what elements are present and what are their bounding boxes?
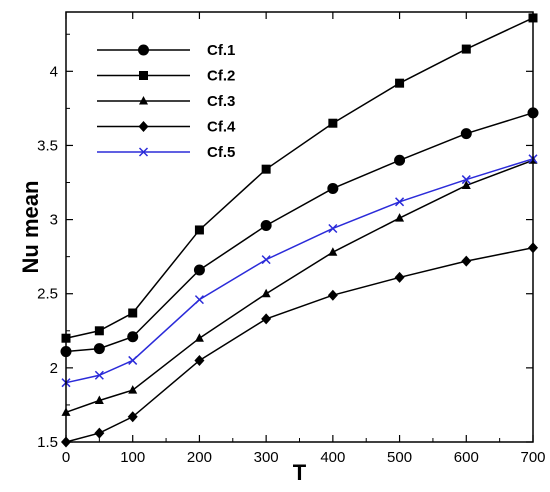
data-point	[128, 385, 138, 394]
x-tick-label: 400	[320, 449, 345, 466]
legend-entry: Cf.3	[97, 93, 235, 110]
y-axis-ticks: 1.5 2 2.5 3 3.5 4	[37, 33, 533, 451]
data-point	[460, 128, 472, 140]
data-point	[261, 255, 271, 265]
data-point	[461, 175, 471, 185]
data-point	[194, 225, 204, 235]
data-point	[194, 333, 204, 342]
plot-area-frame	[65, 11, 534, 443]
series-line	[65, 159, 534, 414]
legend-label: Cf.5	[207, 144, 235, 161]
legend-label: Cf.1	[207, 42, 235, 59]
data-point	[138, 147, 149, 157]
data-point	[138, 121, 149, 132]
series-line	[65, 17, 534, 339]
data-point	[127, 411, 138, 423]
data-point	[327, 289, 338, 301]
x-tick-label: 600	[454, 449, 479, 466]
data-point	[128, 355, 138, 365]
y-axis-title: Nu mean	[18, 181, 43, 274]
data-point	[127, 331, 139, 343]
legend-entry: Cf.2	[97, 68, 235, 85]
series-line	[65, 158, 534, 384]
data-point	[139, 71, 148, 80]
legend-entry: Cf.5	[97, 144, 235, 161]
data-point	[395, 197, 405, 207]
data-point	[394, 154, 406, 166]
data-point	[395, 78, 405, 88]
legend-entry: Cf.4	[97, 119, 236, 136]
data-point	[94, 395, 104, 404]
series-line	[65, 247, 534, 443]
x-tick-label: 100	[120, 449, 145, 466]
x-tick-label: 200	[187, 449, 212, 466]
series-cf2	[61, 13, 538, 343]
x-tick-label: 300	[254, 449, 279, 466]
series-cf5	[61, 154, 538, 388]
data-point	[261, 288, 271, 298]
series-layer	[60, 13, 539, 448]
data-point	[327, 182, 339, 194]
data-point	[139, 96, 148, 105]
data-point	[128, 308, 138, 318]
data-point	[261, 313, 272, 325]
data-point	[394, 271, 405, 283]
legend: Cf.1 Cf.2 Cf.3 Cf.4 Cf.5	[97, 42, 236, 161]
data-point	[261, 164, 271, 174]
legend-label: Cf.2	[207, 68, 235, 85]
data-point	[194, 354, 205, 366]
data-point	[93, 343, 105, 355]
x-axis-ticks: 0 100 200 300 400 500 600 700	[62, 12, 546, 466]
data-point	[461, 44, 471, 54]
y-tick-label: 2	[50, 360, 58, 377]
legend-label: Cf.4	[207, 119, 236, 136]
legend-label: Cf.3	[207, 93, 235, 110]
y-tick-label: 4	[50, 63, 58, 80]
y-tick-label: 2.5	[37, 286, 58, 303]
data-point	[461, 180, 471, 189]
data-point	[328, 247, 338, 256]
data-point	[328, 118, 338, 128]
data-point	[461, 255, 472, 267]
data-point	[395, 213, 405, 222]
x-tick-label: 500	[387, 449, 412, 466]
data-point	[138, 44, 149, 56]
data-point	[194, 295, 204, 305]
data-point	[94, 427, 105, 439]
data-point	[260, 220, 272, 232]
series-cf3	[61, 155, 538, 416]
data-point	[328, 223, 338, 234]
x-tick-label: 0	[62, 449, 70, 466]
y-tick-label: 3	[50, 212, 58, 229]
data-point	[94, 326, 104, 336]
data-point	[193, 264, 205, 276]
x-axis-title: T	[293, 460, 307, 485]
y-tick-label: 3.5	[37, 137, 58, 154]
y-tick-label: 1.5	[37, 434, 58, 451]
series-cf1	[60, 107, 539, 358]
legend-entry: Cf.1	[97, 42, 235, 59]
data-point	[94, 370, 104, 380]
x-tick-label: 700	[520, 449, 545, 466]
